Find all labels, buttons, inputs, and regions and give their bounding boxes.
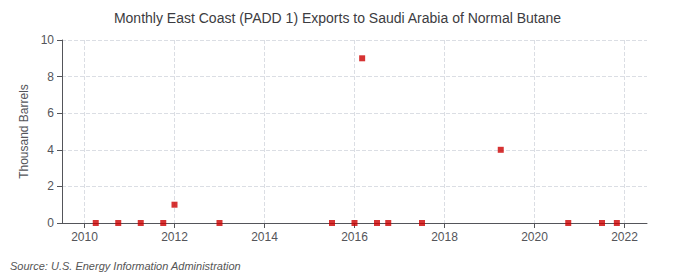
svg-text:2: 2 <box>47 179 54 193</box>
svg-text:Source: U.S. Energy Informatio: Source: U.S. Energy Information Administ… <box>10 260 241 272</box>
svg-text:2016: 2016 <box>341 230 368 244</box>
svg-text:Monthly East Coast (PADD 1) Ex: Monthly East Coast (PADD 1) Exports to S… <box>114 10 561 26</box>
svg-text:2020: 2020 <box>521 230 548 244</box>
svg-text:2022: 2022 <box>611 230 638 244</box>
svg-text:10: 10 <box>41 33 55 47</box>
svg-text:4: 4 <box>47 143 54 157</box>
svg-text:2010: 2010 <box>71 230 98 244</box>
svg-text:Thousand Barrels: Thousand Barrels <box>17 84 31 179</box>
svg-text:6: 6 <box>47 106 54 120</box>
svg-text:2014: 2014 <box>251 230 278 244</box>
svg-text:2018: 2018 <box>431 230 458 244</box>
svg-text:2012: 2012 <box>161 230 188 244</box>
svg-text:0: 0 <box>47 216 54 230</box>
svg-text:8: 8 <box>47 70 54 84</box>
